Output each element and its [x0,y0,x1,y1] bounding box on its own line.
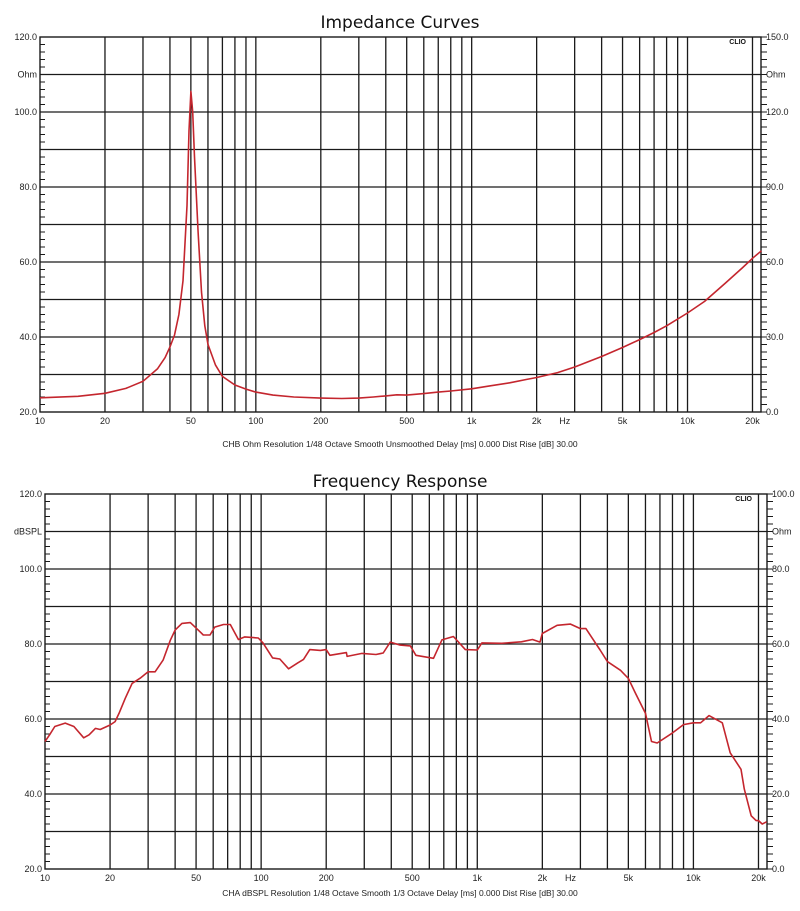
x-tick-label: 50 [186,416,196,426]
x-tick-label: 1k [467,416,477,426]
chart-impedance: Impedance Curves CLIO 10 20 50 100 200 500 1k 2k H… [14,13,788,449]
x-tick-label: 200 [319,873,334,883]
chart-title: Impedance Curves [320,13,479,33]
x-tick-label: 200 [313,416,328,426]
y-tick-label-right: 150.0 [766,32,789,42]
x-tick-label: Hz [565,873,576,883]
x-tick-label: 500 [399,416,414,426]
y-tick-label-left: 20.0 [19,407,37,417]
y-tick-label-right: 0.0 [772,864,785,874]
x-tick-label: 100 [254,873,269,883]
x-tick-label: 10k [686,873,701,883]
chart-footer: CHB Ohm Resolution 1/48 Octave Smooth Un… [222,439,578,449]
y-tick-label-right: 80.0 [772,564,790,574]
y-tick-label-right: Ohm [766,70,786,80]
chart-footer: CHA dBSPL Resolution 1/48 Octave Smooth … [222,888,578,898]
x-tick-label: 500 [405,873,420,883]
y-tick-label-left: 100.0 [14,107,37,117]
x-tick-label: 50 [191,873,201,883]
y-tick-label-right: 60.0 [766,257,784,267]
x-tick-label: 100 [248,416,263,426]
y-tick-label-left: 100.0 [19,564,42,574]
x-tick-label: 20 [105,873,115,883]
plot-frame [44,493,768,870]
y-tick-label-right: 0.0 [766,407,779,417]
y-tick-label-left: 120.0 [19,489,42,499]
x-tick-label: 10k [680,416,695,426]
series-line-impedance [39,90,762,400]
y-tick-label-left: Ohm [17,70,37,80]
x-tick-label: 10 [35,416,45,426]
y-tick-label-right: Ohm [772,527,792,537]
x-tick-label: 5k [624,873,634,883]
y-tick-label-left: 60.0 [24,714,42,724]
x-tick-label: 20 [100,416,110,426]
series-line-spl [44,621,767,825]
clio-logo: CLIO [729,39,746,46]
clio-logo: CLIO [735,496,752,503]
x-tick-label: 2k [538,873,548,883]
y-tick-label-right: 100.0 [772,489,795,499]
x-tick-label: 1k [473,873,483,883]
y-tick-label-left: 20.0 [24,864,42,874]
chart-frequency-response: Frequency Response CLIO 10 20 50 100 200 500 1k 2… [14,472,795,898]
x-tick-label: 5k [618,416,628,426]
x-tick-label: 10 [40,873,50,883]
y-tick-label-left: 80.0 [19,182,37,192]
plot-frame [39,36,762,413]
x-tick-label: 20k [751,873,766,883]
y-tick-label-left: 80.0 [24,639,42,649]
y-tick-label-right: 60.0 [772,639,790,649]
y-tick-label-left: 120.0 [14,32,37,42]
y-tick-label-left: dBSPL [14,527,42,537]
y-tick-label-right: 90.0 [766,182,784,192]
y-tick-label-left: 40.0 [24,789,42,799]
y-tick-label-right: 120.0 [766,107,789,117]
y-tick-label-right: 20.0 [772,789,790,799]
y-tick-label-right: 30.0 [766,332,784,342]
x-tick-label: 20k [745,416,760,426]
x-tick-label: 2k [532,416,542,426]
y-tick-label-left: 40.0 [19,332,37,342]
x-tick-label: Hz [559,416,570,426]
y-tick-label-left: 60.0 [19,257,37,267]
chart-title: Frequency Response [313,472,488,492]
y-tick-label-right: 40.0 [772,714,790,724]
